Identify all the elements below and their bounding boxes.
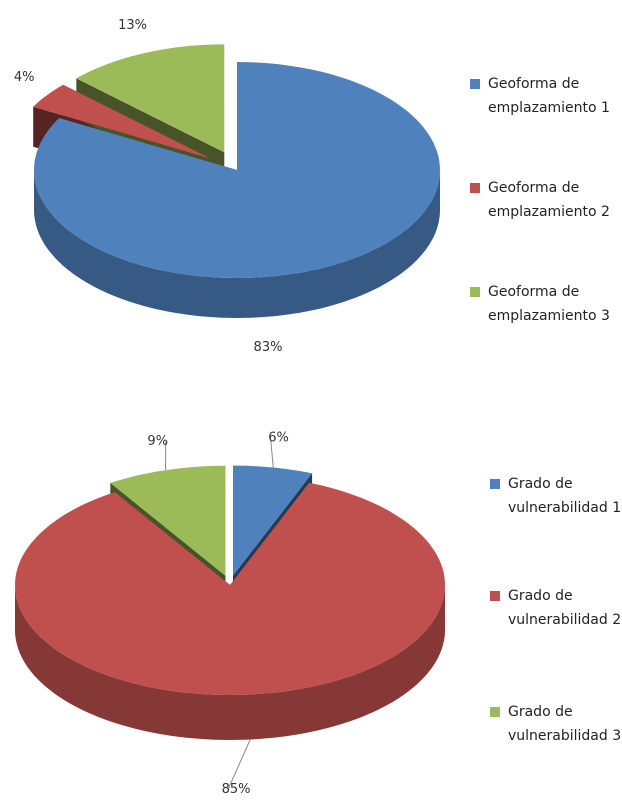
slice [233, 465, 313, 576]
slice [15, 482, 445, 695]
data-label: 13% [118, 18, 147, 33]
data-label: 85% [222, 782, 251, 797]
data-label: 9% [147, 434, 168, 449]
legend-swatch [470, 79, 480, 89]
legend-label: Grado de vulnerabilidad 3 [508, 704, 622, 744]
slice-side [34, 170, 440, 318]
slice [34, 62, 440, 278]
legend-swatch [490, 707, 500, 717]
legend-label: Geoforma de emplazamiento 2 [488, 180, 610, 220]
legend-swatch [470, 287, 480, 297]
legend-entry: Geoforma de emplazamiento 1 [470, 72, 618, 120]
legend-label: Grado de vulnerabilidad 2 [508, 588, 622, 628]
legend-entry: Grado de vulnerabilidad 2 [490, 584, 622, 632]
leader-line [227, 739, 251, 790]
legend-entry: Geoforma de emplazamiento 2 [470, 176, 618, 224]
legend-swatch [490, 479, 500, 489]
legend-label: Geoforma de emplazamiento 3 [488, 284, 610, 324]
legend-swatch [470, 183, 480, 193]
legend-label: Grado de vulnerabilidad 1 [508, 476, 622, 516]
slice [76, 44, 225, 153]
slice [33, 84, 212, 159]
slice-side [15, 585, 445, 740]
legend-label: Geoforma de emplazamiento 1 [488, 76, 610, 116]
data-label: 6% [268, 431, 289, 446]
legend-entry: Geoforma de emplazamiento 3 [470, 280, 618, 328]
slice [110, 465, 226, 576]
legend-swatch [490, 591, 500, 601]
data-label: 4% [14, 70, 35, 85]
leader-line [270, 438, 274, 468]
data-label: 83% [254, 340, 283, 355]
legend-entry: Grado de vulnerabilidad 3 [490, 700, 622, 748]
legend-entry: Grado de vulnerabilidad 1 [490, 472, 622, 520]
